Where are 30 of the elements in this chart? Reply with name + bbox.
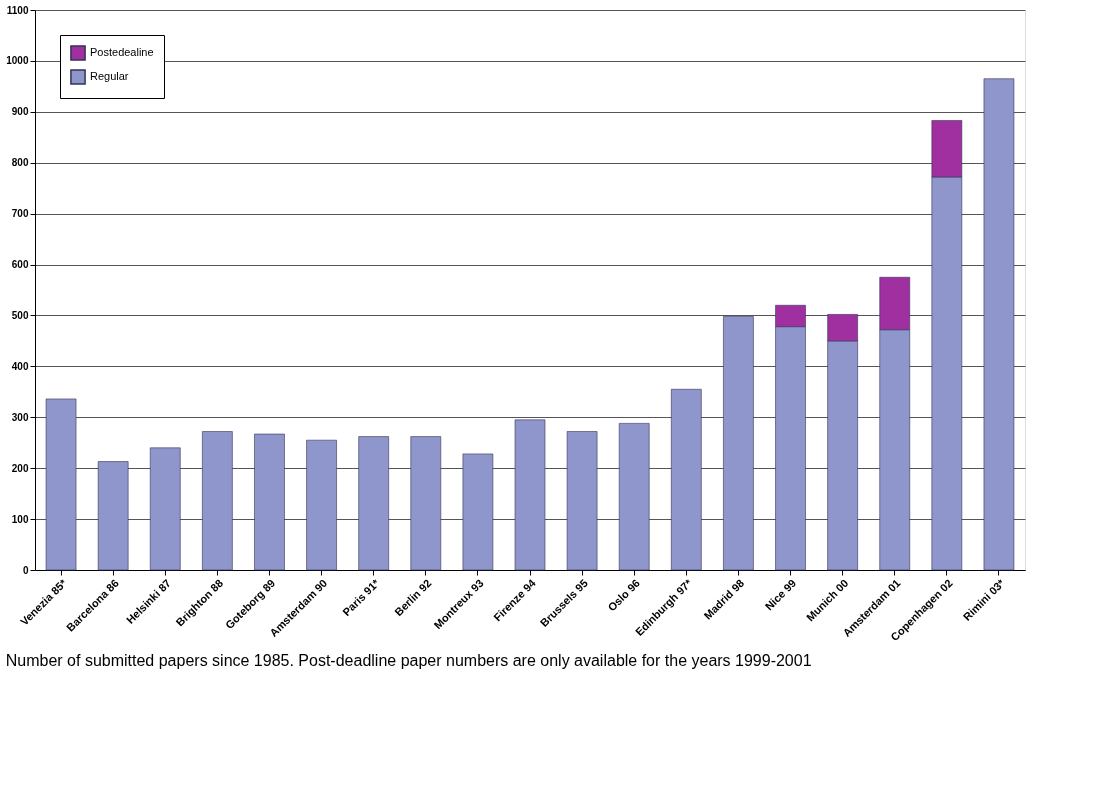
bar	[983, 78, 1015, 571]
bar	[410, 436, 442, 571]
legend-label: Postedealine	[90, 46, 154, 58]
y-tick-label: 400	[11, 360, 29, 372]
y-tick-label: 800	[11, 157, 29, 169]
y-tick-label: 1100	[6, 4, 29, 16]
bar	[462, 453, 494, 571]
bar	[566, 431, 598, 571]
bar	[202, 431, 233, 571]
y-tick-label: 500	[11, 309, 29, 321]
y-tick-label: 600	[11, 259, 29, 271]
bar	[254, 433, 285, 571]
bar	[723, 316, 754, 571]
y-tick-label: 100	[11, 513, 29, 525]
y-tick-label: 0	[22, 564, 29, 576]
y-tick-label: 700	[11, 208, 29, 220]
legend-label: Regular	[90, 70, 129, 82]
bar	[306, 439, 337, 571]
y-tick-label: 200	[11, 462, 29, 474]
y-tick-label: 300	[11, 411, 29, 423]
bar	[671, 388, 702, 571]
y-tick-label: 1000	[6, 55, 29, 67]
bar	[149, 447, 181, 571]
text: Number of submitted papers since 1985. Post-deadline paper numbers are only available for the years 1999-2001	[5, 651, 812, 669]
bar	[618, 423, 650, 571]
bar	[358, 436, 389, 571]
bar	[97, 461, 129, 571]
bar	[514, 419, 546, 571]
bar	[45, 398, 77, 571]
y-tick-label: 900	[11, 106, 29, 118]
